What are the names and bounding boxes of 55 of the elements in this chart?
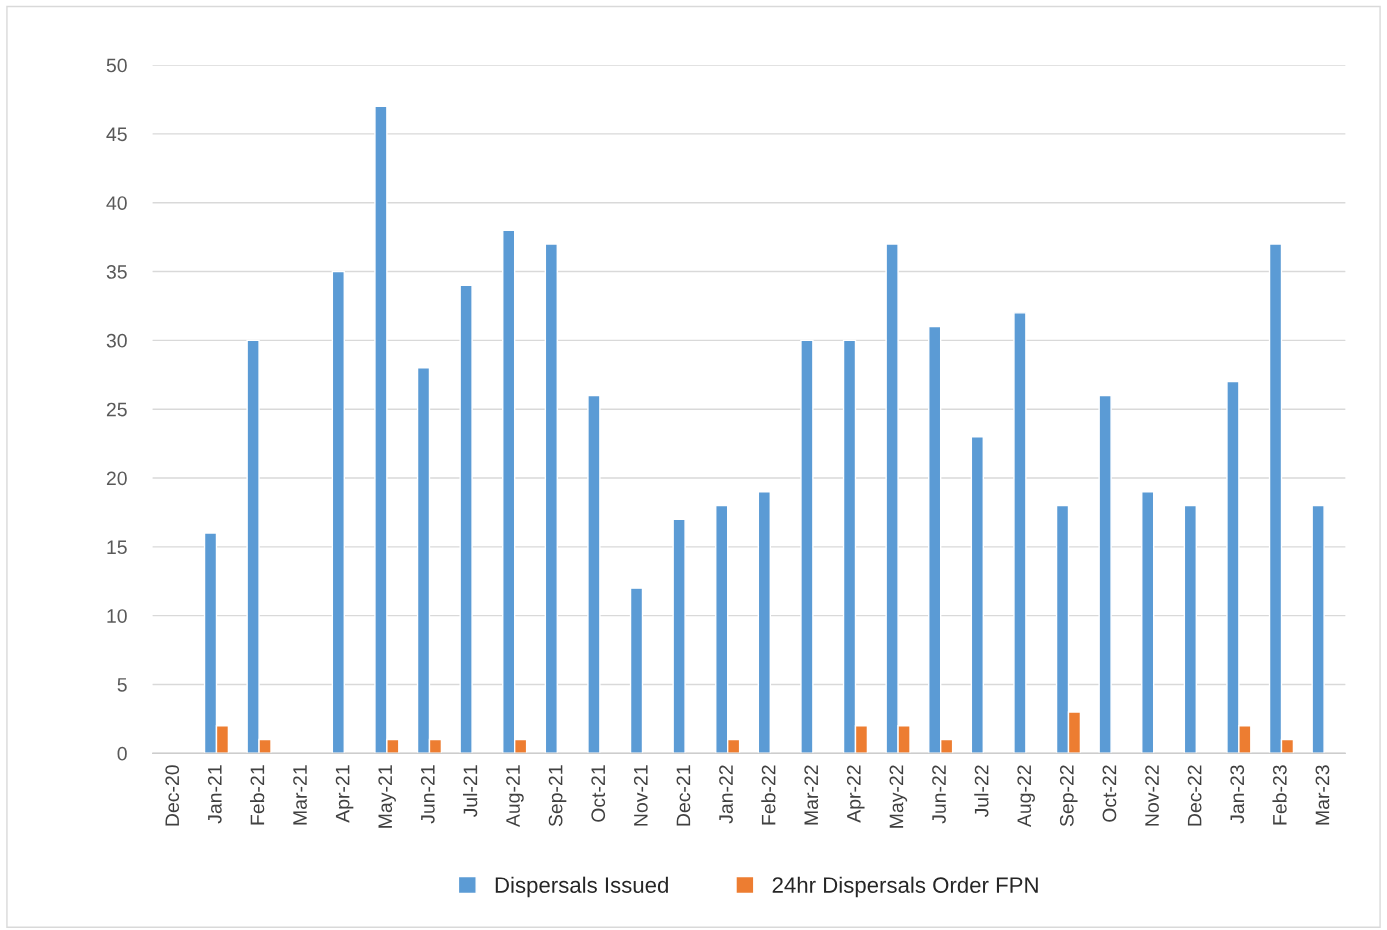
x-tick-label: Jan-21: [207, 765, 222, 824]
bar: [970, 436, 984, 754]
y-tick-label: 40: [106, 196, 127, 210]
bar: [672, 518, 686, 754]
bar: [459, 284, 473, 754]
x-tick-label: Apr-22: [846, 765, 865, 823]
x-tick-label: Feb-22: [761, 765, 776, 825]
bar: [1098, 394, 1112, 754]
bar: [331, 270, 345, 754]
y-tick-label: 25: [106, 402, 127, 417]
x-tick-label: May-21: [378, 765, 396, 828]
bar: [1183, 504, 1197, 754]
x-tick-label: Feb-21: [250, 765, 265, 825]
x-tick-label: Aug-22: [1017, 765, 1035, 828]
bar: [629, 587, 644, 754]
y-tick-label: 35: [106, 265, 127, 279]
y-tick-label: 5: [117, 678, 127, 692]
x-tick-label: Dec-21: [676, 765, 691, 826]
x-tick-label: Dec-20: [165, 765, 180, 826]
bar: [544, 243, 558, 754]
x-tick-label: Jan-23: [1230, 765, 1245, 824]
y-tick-label: 30: [106, 333, 127, 348]
x-tick-label: Dec-22: [1187, 765, 1202, 826]
x-tick-label: Jun-22: [932, 765, 946, 824]
bar: [1013, 312, 1027, 754]
y-tick-label: 50: [106, 58, 127, 73]
y-tick-label: 10: [107, 609, 127, 623]
x-tick-label: Mar-23: [1315, 765, 1330, 825]
bar: [800, 339, 814, 754]
y-tick-label: 20: [106, 471, 127, 486]
x-tick-label: Oct-22: [1102, 765, 1117, 822]
x-tick-label: Nov-21: [633, 765, 648, 826]
x-tick-label: Nov-22: [1145, 765, 1159, 826]
bar: [587, 394, 601, 754]
x-tick-label: Sep-21: [548, 765, 567, 827]
y-tick-label: 0: [117, 746, 127, 761]
legend-label: Dispersals Issued: [495, 876, 668, 898]
y-tick-label: 15: [107, 540, 127, 555]
bar: [1141, 491, 1155, 754]
bar: [757, 491, 771, 754]
y-tick-label: 45: [106, 127, 127, 142]
x-tick-label: Jan-22: [719, 765, 733, 824]
x-tick-label: May-22: [889, 765, 908, 828]
bar: [1311, 504, 1325, 754]
legend-label: 24hr Dispersals Order FPN: [772, 876, 1038, 898]
x-tick-label: Oct-21: [591, 765, 606, 822]
x-tick-label: Apr-21: [335, 765, 354, 823]
x-tick-label: Jul-21: [463, 765, 478, 818]
x-tick-label: Mar-21: [293, 765, 307, 825]
x-tick-label: Mar-22: [804, 765, 819, 825]
x-tick-label: Jul-22: [974, 765, 989, 818]
x-tick-label: Feb-23: [1272, 765, 1287, 825]
x-tick-label: Aug-21: [506, 765, 524, 828]
x-tick-label: Sep-22: [1059, 765, 1078, 827]
x-tick-label: Jun-21: [420, 765, 435, 824]
